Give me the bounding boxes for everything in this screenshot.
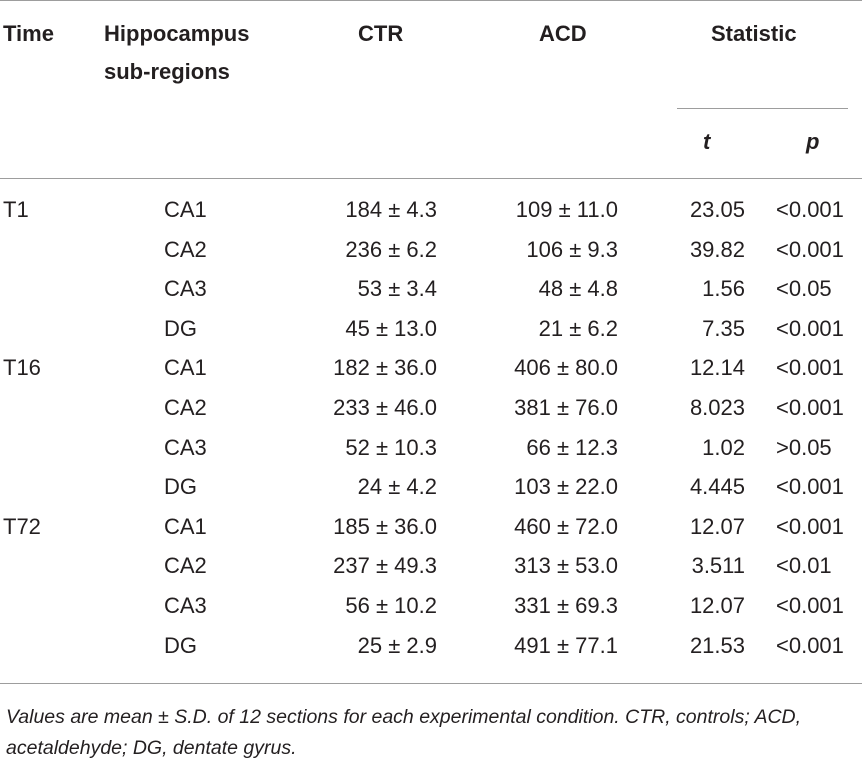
cell-t: 8.023 [660,394,745,422]
cell-t-value: 39.82 [689,237,745,262]
cell-p: <0.05 [776,276,832,301]
header-rule [0,178,862,179]
cell-ctr: 185 ± 36.0 [333,514,437,539]
cell-t-value: 12.14 [689,355,745,380]
cell-acd: 106 ± 9.3 [526,237,618,262]
header-acd: ACD [539,21,587,46]
cell-acd: 21 ± 6.2 [538,316,618,341]
cell-t-value: 12.07 [689,514,745,539]
cell-region: DG [164,633,197,658]
cell-acd: 491 ± 77.1 [514,633,618,658]
cell-t: 3.511 [660,552,745,580]
bottom-rule [0,683,862,684]
cell-t: 23.05 [660,196,745,224]
cell-t: 4.445 [660,473,745,501]
cell-ctr: 182 ± 36.0 [333,355,437,380]
cell-region: CA3 [164,435,207,460]
cell-acd: 66 ± 12.3 [526,435,618,460]
cell-p: <0.001 [776,355,844,380]
cell-p: <0.001 [776,474,844,499]
cell-region: CA2 [164,553,207,578]
cell-p: <0.001 [776,316,844,341]
cell-acd: 313 ± 53.0 [514,553,618,578]
cell-ctr: 237 ± 49.3 [333,553,437,578]
cell-acd: 381 ± 76.0 [514,395,618,420]
cell-p: <0.001 [776,395,844,420]
cell-region: CA1 [164,197,207,222]
cell-region: CA1 [164,355,207,380]
header-ctr: CTR [358,21,404,46]
cell-ctr: 56 ± 10.2 [345,593,437,618]
cell-region: CA3 [164,276,207,301]
table-footnote: Values are mean ± S.D. of 12 sections fo… [6,706,802,759]
top-rule [0,0,862,1]
statistic-rule [677,108,848,109]
cell-ctr: 53 ± 3.4 [357,276,437,301]
header-statistic: Statistic [711,21,797,46]
cell-t-value: 1.56 [702,276,745,301]
cell-p: <0.01 [776,553,832,578]
cell-p: <0.001 [776,237,844,262]
cell-p: <0.001 [776,633,844,658]
cell-t: 39.82 [660,236,745,264]
cell-ctr: 184 ± 4.3 [345,197,437,222]
cell-t-value: 23.05 [689,197,745,222]
cell-p: <0.001 [776,197,844,222]
cell-region: DG [164,474,197,499]
cell-t: 12.07 [660,513,745,541]
cell-t: 1.56 [660,275,745,303]
cell-region: CA3 [164,593,207,618]
header-p: p [806,129,820,154]
cell-t: 7.35 [660,315,745,343]
cell-t: 12.14 [660,354,745,382]
cell-time: T1 [3,197,29,222]
cell-acd: 103 ± 22.0 [514,474,618,499]
cell-t-value: 1.02 [702,435,745,460]
header-region-line2: sub-regions [104,59,230,84]
cell-t-value: 12.07 [689,593,745,618]
cell-ctr: 45 ± 13.0 [345,316,437,341]
cell-acd: 331 ± 69.3 [514,593,618,618]
header-region-line1: Hippocampus [104,21,250,46]
cell-region: DG [164,316,197,341]
cell-t: 1.02 [660,434,745,462]
cell-time: T72 [3,514,41,539]
cell-t: 12.07 [660,592,745,620]
cell-t-value: 8.023 [689,395,745,420]
cell-t-value: 4.445 [689,474,745,499]
cell-t-value: 3.511 [691,553,745,578]
cell-acd: 406 ± 80.0 [514,355,618,380]
cell-p: >0.05 [776,435,832,460]
cell-t-value: 7.35 [702,316,745,341]
cell-ctr: 24 ± 4.2 [357,474,437,499]
cell-region: CA1 [164,514,207,539]
cell-ctr: 52 ± 10.3 [345,435,437,460]
cell-p: <0.001 [776,514,844,539]
cell-acd: 109 ± 11.0 [515,197,618,222]
cell-ctr: 233 ± 46.0 [333,395,437,420]
cell-t-value: 21.53 [689,633,745,658]
cell-ctr: 25 ± 2.9 [357,633,437,658]
cell-acd: 48 ± 4.8 [538,276,618,301]
cell-p: <0.001 [776,593,844,618]
header-t: t [703,129,711,154]
cell-region: CA2 [164,237,207,262]
cell-t: 21.53 [660,632,745,660]
cell-acd: 460 ± 72.0 [514,514,618,539]
cell-ctr: 236 ± 6.2 [345,237,437,262]
header-time: Time [3,21,54,46]
cell-time: T16 [3,355,41,380]
cell-region: CA2 [164,395,207,420]
